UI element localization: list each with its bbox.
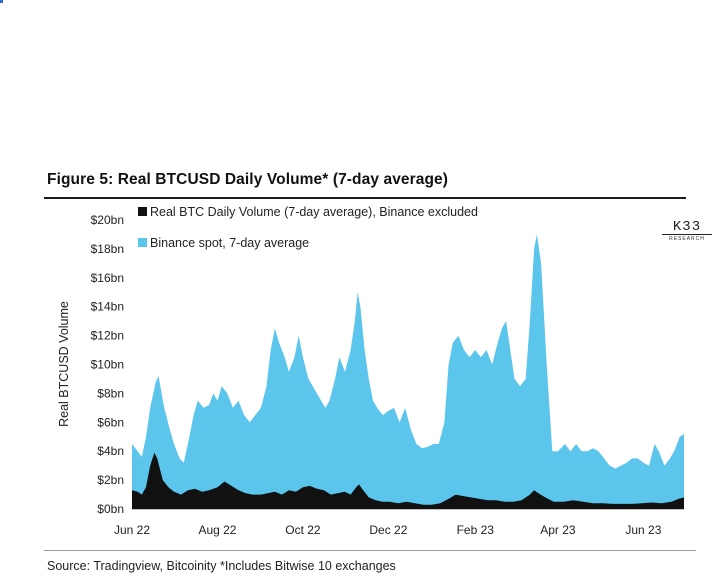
x-tick-label: Jun 23 [625,523,661,537]
y-tick-label: $6bn [97,415,124,429]
logo-text: K33 [662,220,712,235]
legend-swatch-real [138,207,147,216]
series-layer [132,234,684,509]
y-axis-label: Real BTCUSD Volume [57,301,71,427]
title-rule [44,197,686,199]
y-tick-label: $12bn [91,329,124,343]
y-tick-label: $10bn [91,358,124,372]
x-axis-ticks: Jun 22 Aug 22 Oct 22 Dec 22 Feb 23 Apr 23 Jun … [114,523,662,537]
logo-subtext: RESEARCH [669,236,705,242]
x-tick-label: Dec 22 [369,523,407,537]
legend-label-binance: Binance spot, 7-day average [150,236,309,250]
legend-label-real: Real BTC Daily Volume (7-day average), B… [150,205,478,219]
legend-swatch-binance [138,238,147,247]
series-area-real [132,452,684,509]
y-tick-label: $16bn [91,271,124,285]
x-tick-label: Feb 23 [457,523,495,537]
y-tick-label: $0bn [97,502,124,516]
y-tick-label: $14bn [91,300,124,314]
source-note: Source: Tradingview, Bitcoinity *Include… [47,559,396,573]
series-area-binance [132,234,684,509]
y-axis-ticks: $0bn $2bn $4bn $6bn $8bn $10bn $12bn $14bn $16bn… [91,213,124,516]
y-tick-label: $2bn [97,473,124,487]
y-tick-label: $8bn [97,386,124,400]
bottom-rule [44,550,696,551]
x-tick-label: Apr 23 [540,523,576,537]
legend: Real BTC Daily Volume (7-day average), B… [138,205,478,250]
y-tick-label: $20bn [91,213,124,227]
y-tick-label: $4bn [97,444,124,458]
corner-mark [0,0,3,3]
x-tick-label: Jun 22 [114,523,150,537]
k33-logo: K33 RESEARCH [662,220,712,242]
y-tick-label: $18bn [91,242,124,256]
x-tick-label: Aug 22 [198,523,236,537]
x-tick-label: Oct 22 [285,523,321,537]
figure-title: Figure 5: Real BTCUSD Daily Volume* (7-d… [47,171,449,188]
